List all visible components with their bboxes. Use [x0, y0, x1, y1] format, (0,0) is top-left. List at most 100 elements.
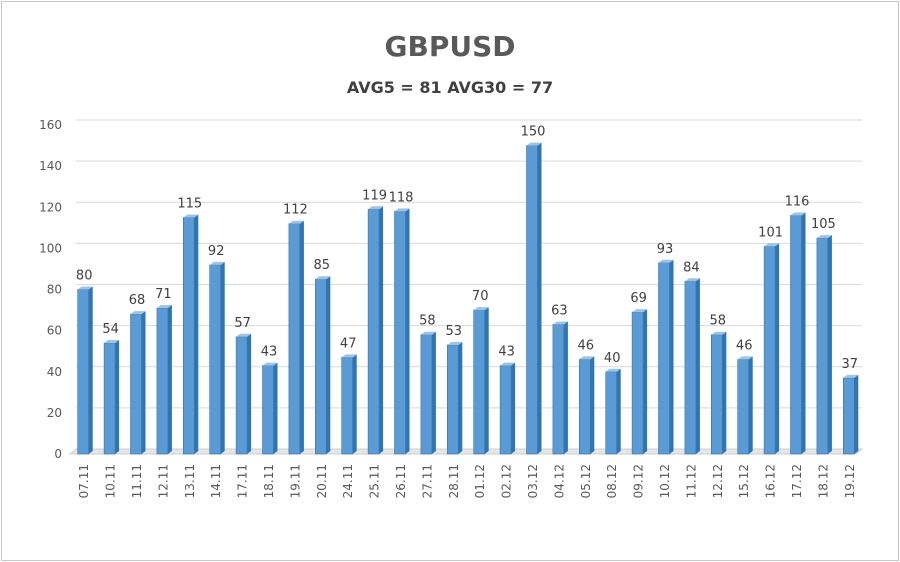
bar	[130, 313, 142, 455]
x-tick-label: 01.12	[473, 464, 487, 498]
data-label: 47	[340, 336, 357, 351]
bar-side	[537, 142, 542, 454]
data-label: 118	[389, 190, 414, 205]
data-label: 93	[657, 242, 674, 257]
bar	[684, 280, 697, 455]
bar-side	[775, 243, 780, 454]
bar-top	[394, 208, 410, 212]
x-tick-label: 04.12	[552, 464, 566, 498]
bar-side	[484, 307, 489, 454]
data-label: 70	[472, 289, 489, 304]
x-tick-label: 28.11	[447, 464, 461, 498]
bar	[658, 262, 670, 455]
y-tick-label: 40	[47, 365, 62, 379]
bar-top	[236, 333, 252, 337]
x-tick-label: 07.11	[77, 464, 91, 498]
bar	[262, 365, 274, 455]
bar-side	[511, 362, 516, 454]
bar-top	[605, 368, 621, 372]
bar-side	[141, 311, 146, 454]
y-tick-label: 80	[47, 283, 62, 297]
bar-side	[405, 208, 410, 454]
bar-top	[790, 212, 806, 216]
bar-side	[643, 309, 648, 454]
x-tick-label: 10.11	[104, 464, 118, 498]
x-tick-label: 12.12	[711, 464, 725, 498]
bar-side	[616, 368, 621, 454]
data-label: 150	[521, 125, 546, 140]
y-tick-label: 160	[39, 118, 62, 132]
data-label: 71	[155, 287, 172, 302]
bar-side	[563, 321, 568, 454]
data-label: 54	[102, 322, 119, 337]
data-label: 63	[551, 303, 568, 318]
data-label: 58	[419, 314, 436, 329]
data-label: 92	[208, 244, 225, 259]
data-label: 69	[630, 291, 647, 306]
bar-side	[273, 362, 278, 454]
bar	[156, 307, 169, 455]
bar-side	[590, 356, 595, 454]
data-label: 115	[177, 197, 202, 212]
data-label: 101	[758, 225, 783, 240]
x-tick-label: 13.11	[183, 464, 197, 498]
bar-top	[632, 309, 648, 313]
bar-side	[326, 276, 331, 454]
data-label: 112	[283, 203, 308, 218]
bar	[499, 365, 512, 455]
y-tick-label: 60	[47, 324, 62, 338]
bar-top	[658, 259, 674, 263]
x-tick-label: 20.11	[315, 464, 329, 498]
bar	[420, 334, 433, 455]
bar	[77, 289, 89, 455]
x-tick-label: 15.12	[737, 464, 751, 498]
x-tick-label: 19.12	[843, 464, 857, 498]
data-label: 53	[446, 324, 463, 339]
bar-top	[684, 278, 700, 282]
x-tick-label: 25.11	[368, 464, 382, 498]
bar-top	[711, 331, 727, 335]
bar-side	[247, 333, 252, 454]
data-label: 40	[604, 351, 621, 366]
bar-side	[379, 206, 384, 454]
bar	[710, 334, 723, 455]
x-tick-label: 11.11	[130, 464, 144, 498]
bar-side	[722, 331, 727, 454]
bar-side	[352, 354, 357, 454]
bar	[578, 359, 591, 455]
x-tick-label: 14.11	[209, 464, 223, 498]
data-label: 58	[710, 314, 727, 329]
bar	[183, 217, 195, 455]
bar	[605, 371, 618, 455]
y-tick-label: 140	[39, 159, 62, 173]
data-label: 43	[261, 345, 278, 360]
x-tick-label: 17.12	[790, 464, 804, 498]
x-tick-label: 10.12	[658, 464, 672, 498]
x-tick-label: 27.11	[420, 464, 434, 498]
bar	[394, 211, 406, 455]
bar	[103, 342, 116, 455]
chart-subtitle: AVG5 = 81 AVG30 = 77	[346, 78, 554, 97]
x-tick-label: 05.12	[579, 464, 593, 498]
bar-top	[315, 276, 331, 280]
x-tick-label: 02.12	[500, 464, 514, 498]
x-tick-label: 18.12	[816, 464, 830, 498]
x-tick-label: 08.12	[605, 464, 619, 498]
x-tick-label: 03.12	[526, 464, 540, 498]
data-label: 85	[314, 258, 331, 273]
bar-top	[473, 307, 489, 311]
bar	[526, 145, 538, 455]
bar-top	[209, 261, 225, 265]
y-tick-label: 20	[47, 406, 62, 420]
data-label: 105	[811, 217, 836, 232]
bar	[790, 215, 802, 455]
bar-top	[764, 243, 780, 247]
bar	[288, 223, 301, 455]
bar-top	[526, 142, 542, 146]
chart-title: GBPUSD	[384, 30, 516, 63]
data-label: 46	[578, 338, 595, 353]
bar	[816, 237, 829, 455]
bar-top	[420, 331, 436, 335]
